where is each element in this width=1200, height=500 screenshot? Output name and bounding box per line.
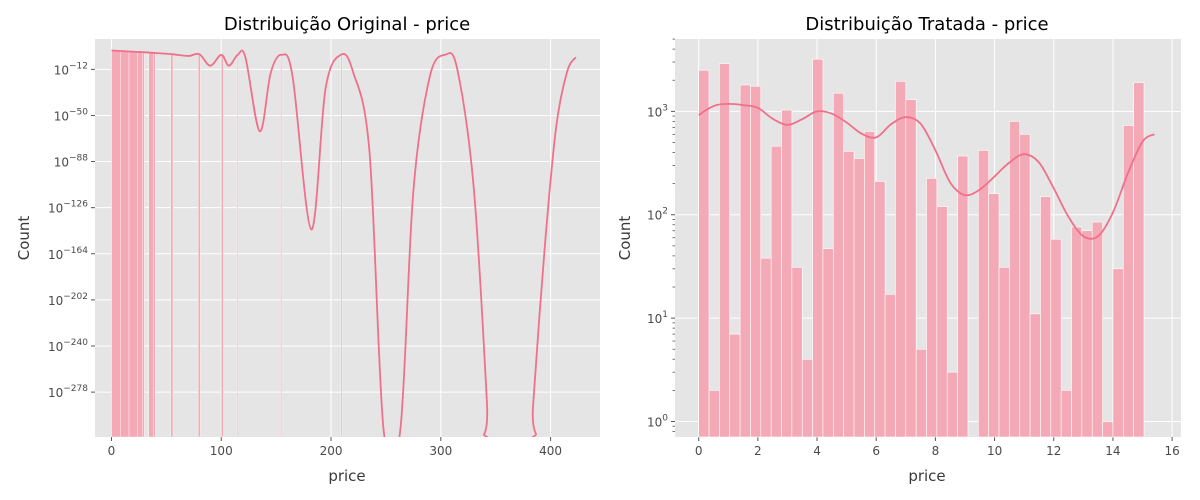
histogram-bar [729,333,741,438]
y-tick-label: 10−240 [48,338,88,354]
histogram-bar [1040,196,1052,438]
histogram-bar [843,151,855,438]
histogram-bar [957,155,969,438]
histogram-bar [1071,226,1083,438]
x-tick-label: 10 [987,444,1002,458]
histogram-bar [874,181,886,438]
histogram-bar [1102,421,1114,438]
histogram-bar [708,390,720,438]
histogram-bar [915,348,927,438]
histogram-bar [926,178,938,438]
chart-panel-treated: Distribuição Tratada - price price Count… [616,14,1181,485]
y-tick-label: 10−164 [48,246,88,262]
histogram-bar [111,50,121,438]
x-tick-label: 14 [1105,444,1120,458]
x-tick-label: 100 [210,444,233,458]
x-axis-label: price [328,467,365,485]
x-tick-label: 16 [1164,444,1179,458]
histogram-bar [1050,238,1062,438]
histogram-bar [791,267,803,438]
histogram-bar [781,109,793,438]
histogram-bars [698,58,1145,438]
histogram-bar [801,358,813,438]
histogram-bar [221,54,224,438]
x-tick-label: 12 [1046,444,1061,458]
y-tick-label: 103 [647,103,668,119]
histogram-bar [152,52,156,438]
chart-panel-original: Distribuição Original - price price Coun… [15,14,600,485]
histogram-bar [142,52,145,438]
histogram-bar [1112,268,1124,438]
histogram-bar [822,248,834,438]
histogram-bar [197,53,201,438]
histogram-bar [988,193,1000,438]
histogram-bar [1019,133,1031,438]
x-tick-label: 200 [320,444,343,458]
plot-area [95,39,600,437]
y-tick-label: 10−202 [48,292,88,308]
histogram-bar [750,85,762,438]
kde-line [698,102,1155,240]
histogram-bar [864,131,876,438]
x-tick-label: 0 [108,444,116,458]
y-axis-label: Count [15,216,33,261]
histogram-bar [936,206,948,438]
histogram-bar [698,69,710,438]
x-tick-label: 4 [813,444,821,458]
histogram-bar [739,84,751,438]
y-tick-label: 102 [647,207,668,223]
y-tick-label: 100 [647,413,668,429]
histogram-bar [978,150,989,438]
histogram-bar [128,50,139,438]
histogram-bar [998,267,1010,438]
y-tick-label: 10−50 [54,107,89,123]
histogram-bar [946,371,958,438]
histogram-bar [340,54,343,438]
y-tick-label: 10−278 [48,384,88,400]
x-tick-label: 8 [932,444,940,458]
histogram-bar [280,54,282,438]
histogram-bar [1091,221,1103,438]
histogram-bars [111,50,343,438]
x-tick-label: 400 [539,444,562,458]
histogram-bar [1133,82,1145,438]
histogram-bar [833,92,844,438]
histogram-bar [1060,390,1072,438]
histogram-bar [853,158,865,438]
histogram-bar [905,99,917,438]
histogram-bar [812,58,824,438]
histogram-bar [120,50,130,438]
histogram-bar [1029,313,1041,438]
x-tick-label: 2 [754,444,762,458]
histogram-bar [1009,121,1021,438]
x-tick-label: 0 [695,444,703,458]
x-axis-label: price [908,467,945,485]
y-tick-label: 10−12 [54,61,88,77]
chart-title: Distribuição Original - price [224,14,470,35]
histogram-bar [770,145,782,438]
x-tick-label: 300 [429,444,452,458]
chart-title: Distribuição Tratada - price [805,14,1048,35]
y-tick-label: 101 [647,310,668,326]
histogram-bar [895,81,907,438]
histogram-bar [236,54,238,438]
histogram-bar [137,50,143,438]
y-axis-label: Count [616,216,634,261]
y-tick-label: 10−88 [54,154,89,170]
kde-line [111,49,577,437]
histogram-bar [170,53,174,438]
histogram-bar [1081,230,1093,438]
histogram-bar [148,52,154,438]
histogram-bar [760,257,772,438]
y-tick-label: 10−126 [48,200,88,216]
histogram-bar [884,293,896,438]
histogram-bar [719,63,731,438]
x-tick-label: 6 [872,444,880,458]
